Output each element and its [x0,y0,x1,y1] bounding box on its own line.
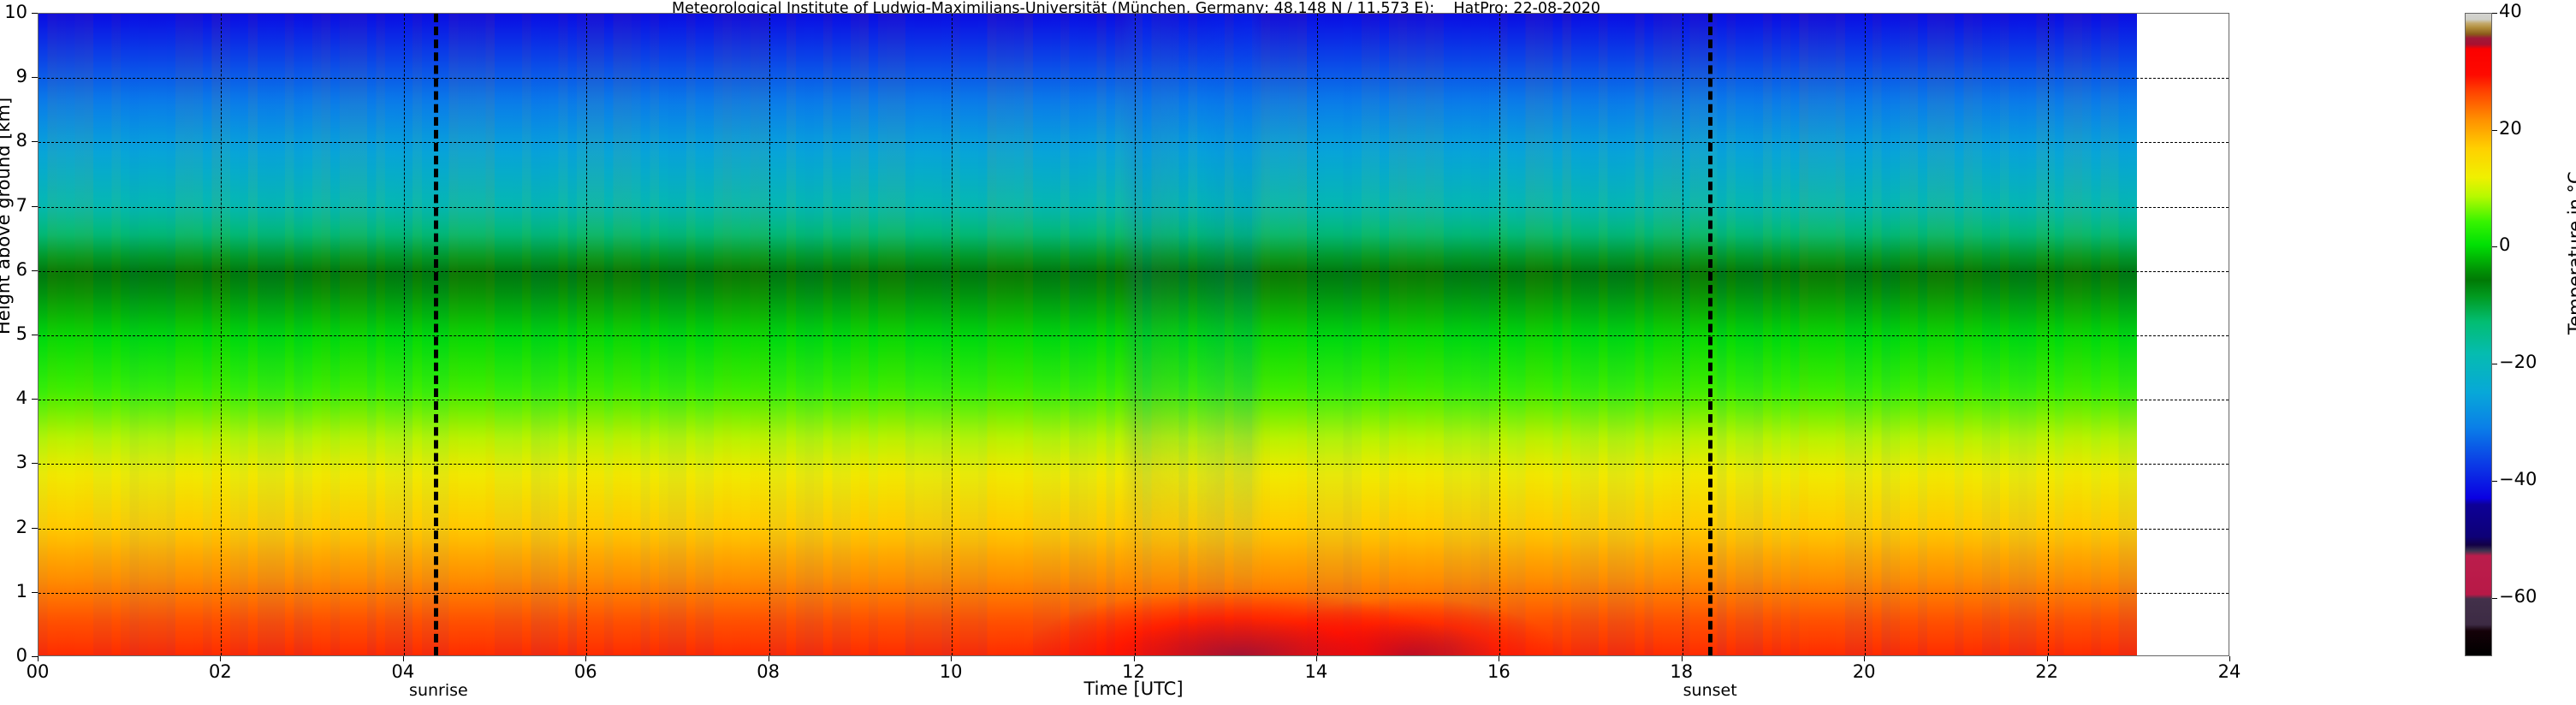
y-tick-mark [32,527,38,529]
x-tick-label: 18 [1670,661,1694,682]
y-tick-mark [32,463,38,465]
y-tick-mark [32,13,38,14]
x-tick-label: 24 [2217,661,2241,682]
y-tick-label: 0 [15,645,27,666]
colorbar-tick-label: 40 [2499,1,2522,21]
y-tick-label: 1 [15,580,27,601]
colorbar-tick-label: −60 [2499,585,2537,607]
y-tick-label: 4 [15,388,27,409]
colorbar-gradient [2466,14,2491,655]
x-tick-mark [38,656,39,661]
y-tick-mark [32,656,38,657]
x-tick-mark [2229,656,2230,661]
event-label-sunset: sunset [1683,681,1737,700]
colorbar-tick-mark [2492,129,2497,131]
x-tick-mark [2046,656,2048,661]
y-tick-mark [32,399,38,400]
y-tick-label: 10 [4,2,27,22]
heatmap-midday-column [39,14,2138,655]
event-label-sunrise: sunrise [409,681,468,700]
x-tick-label: 16 [1487,661,1511,682]
y-tick-mark [32,77,38,79]
y-tick-label: 6 [15,258,27,280]
x-tick-label: 00 [26,661,50,682]
x-tick-mark [402,656,404,661]
x-tick-mark [585,656,587,661]
x-tick-mark [1864,656,1866,661]
x-tick-label: 12 [1122,661,1145,682]
colorbar-tick-label: 0 [2499,234,2511,256]
x-tick-mark [1681,656,1683,661]
x-axis-label: Time [UTC] [1083,678,1184,699]
colorbar-tick-mark [2492,246,2497,248]
colorbar-tick-mark [2492,480,2497,482]
x-tick-label: 02 [209,661,232,682]
colorbar-tick-label: 20 [2499,117,2522,139]
colorbar-tick-label: −40 [2499,468,2537,489]
y-tick-label: 3 [15,452,27,473]
x-tick-mark [1133,656,1135,661]
chart-title: Meteorological Institute of Ludwig-Maxim… [671,0,1601,17]
y-tick-mark [32,591,38,593]
temperature-heatmap [39,14,2138,655]
x-tick-label: 14 [1304,661,1328,682]
x-tick-label: 06 [573,661,597,682]
y-tick-label: 2 [15,516,27,537]
colorbar-tick-label: −20 [2499,352,2537,373]
main-plot-axes [38,13,2229,656]
y-tick-label: 5 [15,323,27,344]
y-tick-mark [32,270,38,271]
y-tick-label: 9 [15,66,27,87]
y-tick-label: 8 [15,130,27,151]
x-tick-label: 22 [2035,661,2058,682]
colorbar [2465,13,2492,656]
colorbar-label: Temperature in °C [2565,171,2576,335]
heatmap-afternoon-hotspot [39,14,2138,655]
x-tick-label: 20 [1852,661,1876,682]
y-tick-mark [32,141,38,143]
x-tick-mark [1315,656,1317,661]
y-tick-label: 7 [15,194,27,216]
y-axis-label: Height above ground [km] [0,97,14,335]
y-tick-mark [32,205,38,207]
x-tick-mark [951,656,953,661]
x-tick-mark [220,656,222,661]
colorbar-tick-mark [2492,13,2497,14]
x-tick-label: 08 [757,661,781,682]
colorbar-tick-mark [2492,597,2497,599]
x-tick-label: 04 [391,661,415,682]
x-tick-label: 10 [939,661,963,682]
